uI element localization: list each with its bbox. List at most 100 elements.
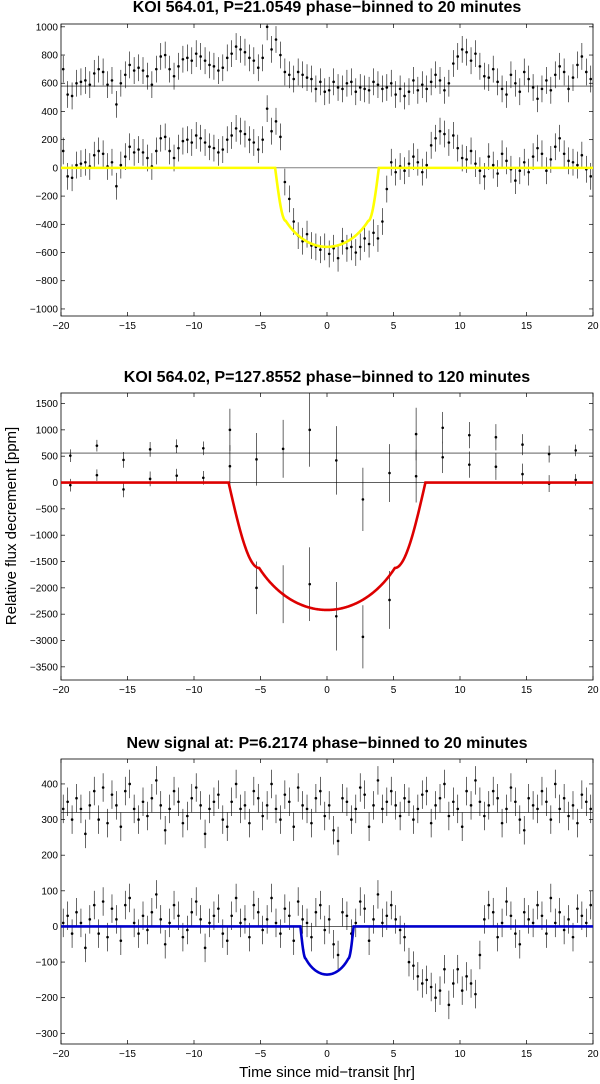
y-tick-label: −300	[35, 1029, 58, 1040]
data-point	[584, 921, 588, 925]
data-point	[123, 73, 127, 77]
data-point	[361, 498, 365, 501]
data-point	[132, 921, 136, 925]
data-point	[217, 151, 220, 154]
data-point	[141, 69, 145, 72]
data-point	[562, 928, 566, 932]
data-point	[452, 800, 455, 804]
data-point	[407, 800, 411, 804]
data-point	[323, 928, 327, 932]
data-point	[279, 135, 282, 139]
data-point	[177, 146, 180, 150]
data-point	[301, 804, 304, 807]
data-point	[101, 786, 105, 789]
data-point	[536, 146, 539, 150]
data-point	[310, 821, 313, 825]
data-point	[186, 56, 189, 60]
data-point	[547, 452, 551, 456]
data-point	[203, 832, 207, 836]
data-point	[319, 789, 322, 793]
data-point	[584, 800, 588, 804]
data-point	[132, 807, 136, 811]
y-tick-label: 600	[41, 79, 58, 90]
data-point	[141, 800, 145, 804]
data-point	[491, 910, 495, 914]
data-point	[137, 148, 140, 151]
data-point	[230, 800, 233, 804]
data-point	[425, 87, 429, 91]
data-point	[425, 789, 429, 793]
data-point	[270, 896, 273, 900]
data-point	[341, 796, 344, 800]
data-point	[354, 251, 358, 254]
data-point	[363, 793, 366, 796]
data-point	[385, 86, 389, 89]
x-axis-label: Time since mid−transit [hr]	[239, 1064, 415, 1081]
data-point	[119, 163, 123, 167]
data-point	[75, 163, 78, 167]
data-point	[292, 825, 296, 828]
y-tick-label: −600	[35, 248, 58, 259]
data-point	[483, 175, 486, 178]
data-point	[115, 103, 118, 106]
data-point	[460, 48, 464, 51]
data-point	[175, 444, 179, 448]
data-point	[527, 77, 530, 81]
data-point	[132, 151, 136, 154]
data-point	[327, 88, 331, 92]
data-point	[388, 471, 391, 475]
data-point	[319, 903, 322, 907]
data-point	[283, 180, 287, 184]
data-point	[110, 79, 114, 82]
data-point	[549, 818, 553, 821]
data-point	[146, 156, 149, 160]
data-point	[394, 93, 397, 96]
data-point	[84, 946, 87, 950]
data-point	[199, 804, 202, 807]
data-point	[361, 635, 365, 639]
data-point	[376, 893, 380, 896]
data-point	[358, 245, 362, 249]
data-point	[239, 921, 242, 925]
data-point	[146, 928, 149, 932]
data-point	[372, 231, 375, 235]
data-point	[389, 160, 393, 164]
data-point	[261, 56, 264, 60]
data-point	[487, 804, 491, 807]
data-point	[163, 942, 167, 946]
data-point	[372, 918, 375, 921]
x-tick-label: 20	[587, 685, 599, 696]
data-point	[398, 87, 402, 91]
data-point	[208, 63, 211, 67]
data-point	[336, 839, 340, 843]
data-point	[558, 65, 562, 68]
transit-model-curve	[61, 481, 593, 612]
data-point	[412, 79, 415, 82]
data-point	[186, 814, 189, 818]
data-point	[175, 474, 179, 477]
data-point	[540, 914, 544, 918]
data-point	[398, 928, 402, 932]
data-point	[500, 152, 504, 156]
data-point	[155, 67, 158, 71]
data-point	[385, 187, 389, 191]
data-point	[265, 804, 269, 807]
data-point	[95, 473, 99, 477]
data-point	[122, 458, 125, 462]
transit-model-curve	[61, 925, 593, 976]
data-point	[496, 796, 499, 800]
data-point	[412, 155, 415, 158]
data-point	[181, 935, 185, 939]
x-tick-label: 0	[324, 685, 330, 696]
data-point	[491, 67, 495, 71]
x-tick-label: 10	[454, 685, 466, 696]
data-point	[354, 807, 358, 811]
y-tick-label: 200	[41, 135, 58, 146]
data-point	[350, 818, 353, 821]
y-tick-label: 1000	[36, 425, 59, 436]
data-point	[202, 476, 205, 480]
data-point	[279, 53, 282, 57]
data-point	[75, 81, 78, 85]
data-point	[168, 149, 171, 153]
y-tick-label: −2500	[30, 610, 59, 621]
